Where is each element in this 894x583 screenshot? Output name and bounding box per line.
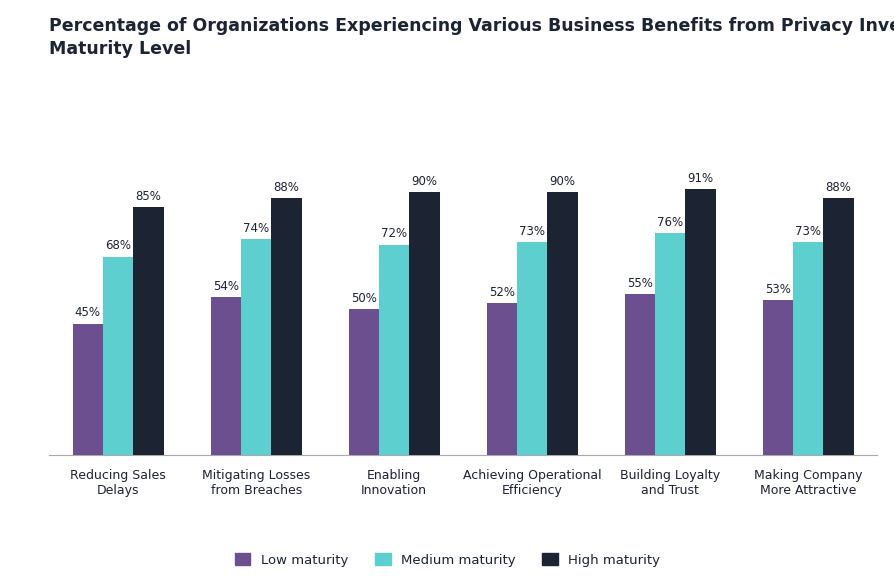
Text: 90%: 90% <box>411 175 437 188</box>
Text: 88%: 88% <box>824 181 850 194</box>
Text: 91%: 91% <box>687 172 713 185</box>
Bar <box>240 239 271 455</box>
Bar <box>409 192 439 455</box>
Bar <box>103 257 133 455</box>
Bar <box>133 207 164 455</box>
Text: 74%: 74% <box>243 222 269 235</box>
Bar <box>822 198 853 455</box>
Text: 45%: 45% <box>75 306 101 319</box>
Bar <box>624 294 654 455</box>
Bar <box>271 198 301 455</box>
Bar <box>685 189 715 455</box>
Text: 90%: 90% <box>549 175 575 188</box>
Bar <box>72 324 103 455</box>
Text: 52%: 52% <box>488 286 514 299</box>
Bar <box>378 245 409 455</box>
Bar <box>547 192 577 455</box>
Text: 72%: 72% <box>381 227 407 240</box>
Bar <box>486 303 517 455</box>
Text: 55%: 55% <box>626 277 652 290</box>
Legend: Low maturity, Medium maturity, High maturity: Low maturity, Medium maturity, High matu… <box>231 549 663 571</box>
Text: 73%: 73% <box>794 224 820 238</box>
Bar <box>654 233 685 455</box>
Text: 53%: 53% <box>764 283 789 296</box>
Bar <box>349 309 378 455</box>
Text: 76%: 76% <box>656 216 682 229</box>
Text: 73%: 73% <box>519 224 544 238</box>
Text: Percentage of Organizations Experiencing Various Business Benefits from Privacy : Percentage of Organizations Experiencing… <box>49 17 894 58</box>
Text: 68%: 68% <box>105 239 131 252</box>
Bar <box>210 297 240 455</box>
Text: 88%: 88% <box>274 181 299 194</box>
Bar <box>762 300 792 455</box>
Text: 50%: 50% <box>350 292 376 304</box>
Bar <box>517 242 547 455</box>
Bar <box>792 242 822 455</box>
Text: 54%: 54% <box>213 280 239 293</box>
Text: 85%: 85% <box>136 189 161 202</box>
